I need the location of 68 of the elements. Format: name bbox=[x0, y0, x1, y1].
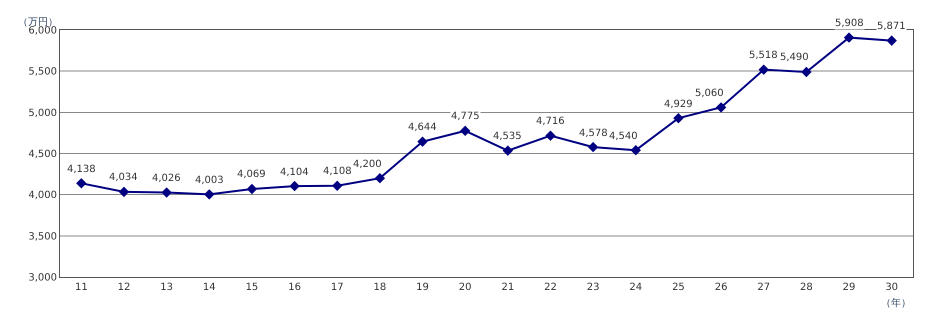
data-label: 4,775 bbox=[451, 111, 480, 122]
data-label: 4,929 bbox=[664, 99, 693, 110]
point bbox=[118, 186, 130, 198]
point bbox=[801, 66, 812, 78]
point bbox=[246, 184, 258, 194]
x-tick-label: 19 bbox=[416, 282, 429, 293]
x-tick-label: 22 bbox=[544, 282, 557, 293]
point bbox=[758, 64, 769, 75]
point bbox=[460, 126, 470, 136]
x-tick-label: 30 bbox=[885, 282, 898, 293]
point bbox=[673, 112, 684, 124]
x-tick-label: 27 bbox=[757, 282, 770, 293]
y-tick-label: 6,000 bbox=[28, 26, 57, 36]
x-tick-label: 23 bbox=[586, 282, 600, 293]
point bbox=[374, 173, 386, 184]
x-tick-label: 20 bbox=[458, 282, 472, 293]
x-tick-label: 16 bbox=[288, 282, 301, 293]
y-tick-label: 5,000 bbox=[28, 108, 57, 119]
y-tick-label: 5,500 bbox=[28, 66, 57, 78]
data-label: 5,518 bbox=[749, 50, 778, 61]
data-label: 5,060 bbox=[695, 88, 724, 99]
point bbox=[545, 130, 556, 141]
data-label: 4,200 bbox=[353, 159, 382, 170]
data-label: 5,490 bbox=[780, 52, 809, 63]
x-tick-label: 13 bbox=[160, 282, 173, 293]
point bbox=[332, 180, 342, 191]
x-tick-label: 17 bbox=[330, 282, 344, 293]
x-tick-label: 26 bbox=[714, 282, 728, 293]
point bbox=[76, 178, 87, 188]
x-tick-label: 11 bbox=[74, 282, 88, 293]
x-axis-title: （年） bbox=[881, 297, 911, 309]
point bbox=[630, 145, 641, 156]
data-label: 4,578 bbox=[579, 128, 608, 139]
point bbox=[289, 180, 300, 192]
y-tick-label: 4,500 bbox=[28, 149, 57, 160]
data-label: 5,908 bbox=[835, 18, 864, 29]
x-tick-label: 28 bbox=[800, 282, 813, 293]
point bbox=[716, 102, 726, 113]
data-label: 4,138 bbox=[67, 164, 96, 175]
point bbox=[886, 35, 897, 46]
data-label: 4,003 bbox=[195, 175, 224, 186]
data-label: 4,716 bbox=[536, 116, 565, 127]
x-tick-label: 18 bbox=[374, 282, 386, 293]
x-tick-label: 24 bbox=[629, 282, 642, 293]
point bbox=[502, 145, 514, 156]
point bbox=[417, 136, 428, 147]
data-label: 4,108 bbox=[323, 166, 352, 177]
data-label: 4,026 bbox=[152, 173, 181, 184]
data-label: 4,644 bbox=[408, 122, 437, 133]
x-tick-label: 25 bbox=[672, 282, 685, 293]
point bbox=[844, 32, 854, 43]
point bbox=[588, 142, 598, 152]
y-tick-label: 3,000 bbox=[28, 272, 57, 284]
point bbox=[161, 187, 172, 198]
data-label: 4,069 bbox=[237, 169, 266, 180]
data-label: 5,871 bbox=[877, 21, 906, 32]
x-tick-label: 14 bbox=[202, 282, 216, 293]
x-tick-label: 29 bbox=[842, 282, 856, 293]
y-tick-label: 4,000 bbox=[28, 190, 57, 202]
y-tick-label: 3,500 bbox=[28, 231, 57, 242]
data-label: 4,540 bbox=[609, 131, 638, 142]
point bbox=[204, 189, 214, 200]
x-tick-label: 12 bbox=[118, 282, 130, 293]
x-tick-label: 15 bbox=[246, 282, 258, 293]
x-tick-label: 21 bbox=[501, 282, 514, 293]
data-label: 4,034 bbox=[109, 172, 138, 183]
data-label: 4,104 bbox=[280, 167, 309, 178]
data-label: 4,535 bbox=[493, 131, 522, 142]
